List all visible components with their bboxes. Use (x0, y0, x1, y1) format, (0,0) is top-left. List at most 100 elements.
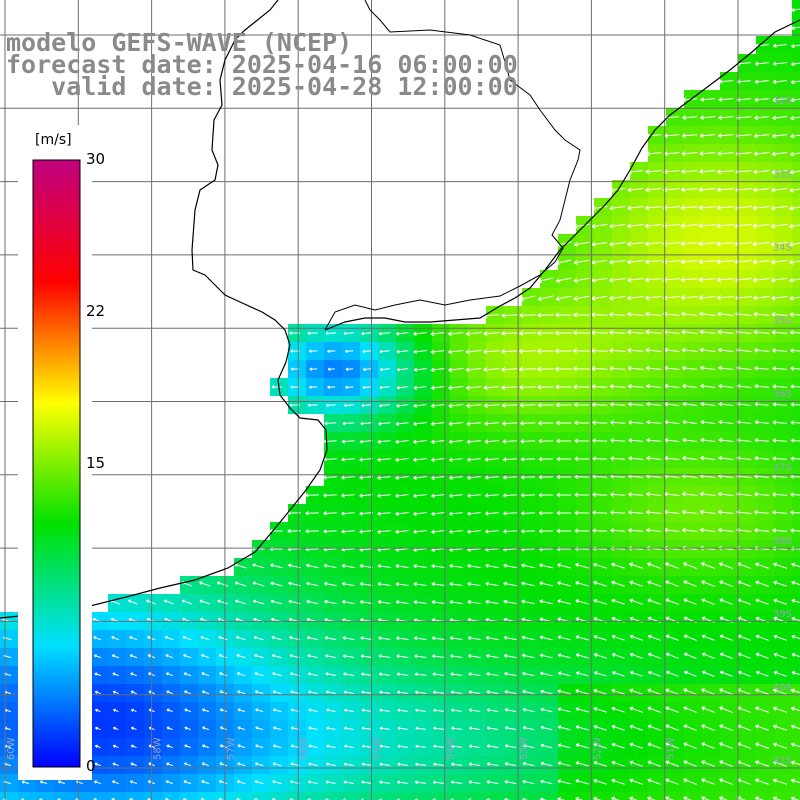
wind-arrow (448, 349, 464, 355)
wind-arrow (699, 133, 716, 139)
wind-arrow (645, 365, 662, 371)
wind-arrow (593, 562, 607, 569)
wind-arrow (486, 690, 499, 695)
wind-arrow (415, 708, 427, 713)
wind-arrow (520, 475, 535, 480)
wind-arrow (483, 385, 500, 391)
wind-arrow (754, 491, 770, 497)
wind-arrow (431, 581, 445, 587)
wind-cell (108, 792, 126, 800)
wind-arrow (200, 654, 210, 659)
wind-arrow (665, 760, 679, 767)
wind-cell (396, 792, 414, 800)
wind-arrow (538, 492, 553, 498)
wind-arrow (645, 329, 662, 335)
wind-arrow (718, 79, 734, 84)
wind-arrow (341, 529, 355, 534)
wind-arrow (592, 438, 608, 443)
lat-label: 36S (773, 389, 792, 400)
wind-arrow (520, 439, 536, 444)
wind-arrow (431, 563, 445, 569)
wind-arrow (790, 402, 800, 407)
wind-arrow (39, 780, 48, 785)
wind-arrow (609, 311, 626, 317)
wind-arrow (682, 562, 698, 569)
wind-arrow (449, 563, 463, 569)
wind-arrow (448, 457, 463, 462)
wind-cell (90, 792, 108, 800)
wind-arrow (593, 760, 607, 767)
wind-arrow (772, 348, 788, 353)
wind-cell (792, 720, 800, 738)
wind-arrow (324, 636, 337, 641)
wind-arrow (611, 778, 625, 785)
wind-arrow (593, 706, 607, 713)
wind-cell (540, 792, 558, 800)
wind-arrow (448, 403, 464, 409)
wind-arrow (646, 455, 662, 461)
wind-arrow (556, 474, 572, 480)
wind-cell (450, 792, 468, 800)
wind-cell (774, 792, 792, 800)
wind-arrow (789, 151, 800, 157)
wind-arrow (665, 724, 679, 731)
wind-arrow (791, 25, 800, 31)
wind-arrow (21, 780, 30, 785)
wind-arrow (538, 510, 553, 516)
wind-arrow (539, 581, 553, 587)
wind-arrow (413, 403, 427, 408)
wind-arrow (201, 780, 210, 785)
wind-arrow (540, 671, 553, 677)
wind-arrow (629, 688, 643, 695)
wind-arrow (644, 223, 662, 229)
border-line (324, 0, 581, 331)
wind-arrow (200, 635, 210, 641)
wind-arrow (413, 385, 427, 390)
wind-arrow (611, 580, 625, 587)
wind-arrow (519, 312, 536, 318)
wind-arrow (557, 671, 571, 677)
wind-arrow (555, 312, 572, 318)
wind-arrow (609, 277, 626, 283)
wind-arrow (772, 438, 788, 443)
wind-arrow (183, 762, 192, 767)
wind-arrow (593, 778, 607, 785)
wind-arrow (326, 762, 336, 766)
wind-cell (522, 792, 540, 800)
wind-arrow (430, 367, 446, 373)
lat-label: 33S (773, 169, 792, 180)
wind-arrow (555, 259, 572, 265)
wind-arrow (431, 636, 445, 641)
wind-arrow (627, 205, 644, 211)
wind-arrow (377, 529, 391, 534)
wind-arrow (359, 457, 373, 462)
wind-arrow (754, 420, 770, 425)
wind-arrow (665, 562, 680, 569)
lat-label: 40S (773, 682, 792, 693)
wind-arrow (536, 348, 554, 354)
wind-arrow (415, 726, 426, 731)
wind-arrow (791, 652, 800, 658)
wind-arrow (327, 349, 336, 353)
wind-arrow (791, 616, 800, 622)
wind-arrow (664, 419, 680, 425)
wind-arrow (627, 223, 644, 229)
wind-arrow (449, 599, 463, 605)
wind-arrow (773, 580, 787, 587)
wind-arrow (465, 367, 482, 373)
wind-arrow (701, 562, 716, 569)
wind-arrow (236, 672, 246, 677)
wind-arrow (791, 598, 800, 604)
wind-arrow (94, 780, 101, 785)
wind-arrow (323, 581, 337, 587)
wind-arrow (683, 670, 697, 677)
wind-cell (792, 54, 800, 72)
wind-arrow (772, 79, 788, 85)
wind-arrow (682, 97, 698, 102)
wind-arrow (431, 457, 445, 463)
wind-arrow (502, 475, 517, 480)
wind-arrow (540, 707, 553, 713)
wind-arrow (627, 295, 644, 301)
wind-arrow (790, 384, 800, 389)
wind-arrow (361, 672, 373, 676)
